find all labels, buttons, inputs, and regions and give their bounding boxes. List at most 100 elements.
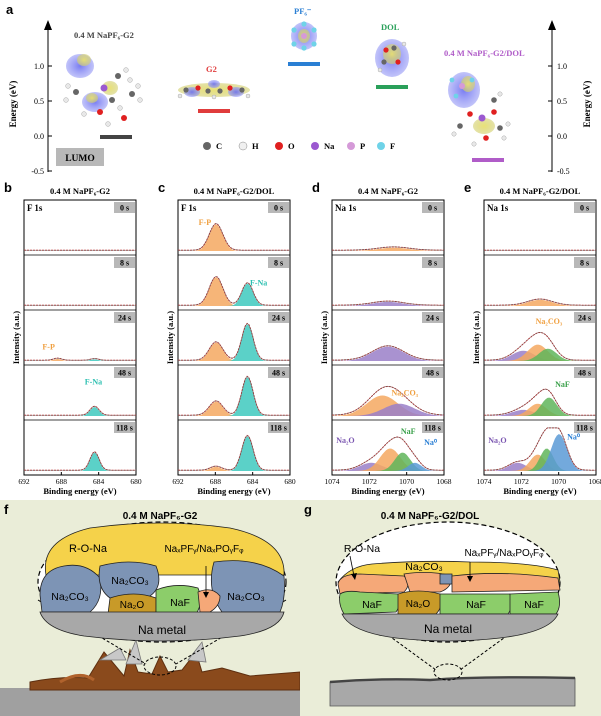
time-label: 118 s — [424, 424, 441, 433]
time-label-box — [268, 202, 289, 213]
time-label-box — [114, 367, 135, 378]
xps-raw-line — [332, 246, 444, 251]
label-rona-f: R-O-Na — [69, 543, 108, 555]
molecule-g2 — [177, 80, 251, 100]
time-label-box — [574, 422, 595, 433]
zoom-source-g — [433, 663, 463, 681]
xps-panel-title: 0.4 M NaPF₆-G2/DOL — [500, 186, 581, 196]
label-metal-f: Na metal — [138, 623, 186, 637]
time-label-box — [422, 312, 443, 323]
xps-component-peak — [484, 299, 596, 306]
time-label-box — [114, 312, 135, 323]
lumo-box — [56, 148, 104, 166]
species-label-dol: DOL — [381, 22, 400, 32]
dendritic-surface — [0, 688, 300, 716]
time-label: 24 s — [118, 314, 131, 323]
level-bar-g2solv — [198, 109, 230, 113]
label-metal-g: Na metal — [424, 622, 472, 636]
xps-raw-line — [331, 436, 444, 471]
xps-raw-line — [178, 323, 290, 361]
xps-x-label: Binding energy (eV) — [351, 486, 424, 496]
label-na2co3-f2: Na₂CO₃ — [111, 575, 149, 587]
xps-raw-line — [178, 435, 290, 471]
time-label-box — [574, 312, 595, 323]
xps-raw-line — [483, 332, 596, 361]
label-naf-f: NaF — [170, 597, 190, 609]
atom-legend-swatch-o — [275, 142, 283, 150]
label-na2co3-f3: Na₂CO₃ — [227, 591, 265, 603]
xps-annotation: Na₂O — [488, 436, 506, 445]
time-label-box — [268, 312, 289, 323]
time-label-box — [268, 257, 289, 268]
time-label-box — [114, 257, 135, 268]
xps-x-tick: 1068 — [437, 477, 452, 486]
time-label: 0 s — [274, 204, 283, 213]
xps-annotation: Na₂CO₃ — [392, 388, 419, 397]
xps-panels: b 0.4 M NaPF₆-G2 Intensity (a.u.) 692 688 684… — [4, 180, 601, 496]
time-label: 8 s — [428, 259, 437, 268]
xps-annotation: Na⁰ — [424, 438, 438, 447]
xps-component-peak — [332, 346, 444, 361]
xps-x-tick: 1068 — [589, 477, 601, 486]
energy-axis-right: 1.0 0.5 0.0 -0.5 Energy (eV) — [548, 20, 592, 176]
time-label: 48 s — [426, 369, 439, 378]
time-label-box — [114, 202, 135, 213]
species-label-g2: 0.4 M NaPF₆-G2 — [74, 30, 134, 40]
xps-raw-line — [332, 300, 444, 306]
label-naf-g1: NaF — [362, 599, 382, 611]
panel-letter-b: b — [4, 180, 12, 195]
xps-component-peak — [332, 462, 444, 471]
level-bar-g2dol — [472, 158, 504, 162]
molecule-napf6-g2dol — [448, 72, 511, 147]
y-tick: 1.0 — [34, 62, 44, 71]
xps-raw-line — [24, 451, 136, 471]
xps-x-tick: 680 — [130, 477, 142, 486]
panel-letter-g: g — [304, 502, 312, 517]
atom-legend-swatch-na — [311, 142, 319, 150]
time-label: 8 s — [274, 259, 283, 268]
xps-raw-line — [484, 298, 596, 306]
time-label: 24 s — [272, 314, 285, 323]
xps-component-peak — [484, 434, 596, 471]
xps-y-label: Intensity (a.u.) — [471, 311, 481, 364]
xps-component-peak — [484, 448, 596, 471]
time-label-box — [422, 422, 443, 433]
label-naf-g3: NaF — [524, 599, 544, 611]
panel-letter-d: d — [312, 180, 320, 195]
xps-component-peak — [332, 301, 444, 306]
atom-legend-label: H — [252, 141, 259, 151]
label-napf-f: NaₓPFᵧ/NaₓPOᵧFᵩ — [164, 544, 244, 555]
time-label: 0 s — [428, 204, 437, 213]
time-label-box — [268, 367, 289, 378]
panel-a: a 1.0 0.5 0.0 -0.5 Energy (eV) 1.0 0.5 0… — [6, 2, 592, 176]
xps-frame — [23, 199, 137, 476]
y-tick-right: -0.5 — [557, 167, 570, 176]
xps-component-peak — [178, 401, 290, 416]
time-label-box — [574, 257, 595, 268]
xps-x-tick: 1072 — [362, 477, 377, 486]
molecule-dol — [375, 39, 409, 77]
xps-x-label: Binding energy (eV) — [43, 486, 116, 496]
label-napf-g: NaₓPFᵧ/NaₓPOᵧFᵩ — [464, 548, 544, 559]
xps-x-tick: 688 — [56, 477, 68, 486]
xps-panel-title: 0.4 M NaPF₆-G2 — [50, 186, 110, 196]
panel-g: g 0.4 M NaPF₆-G2/DOL R-O-Na Na₂CO₃ N — [300, 500, 601, 716]
panel-f: f 0.4 M NaPF₆-G2 R-O-Na NaₓPFᵧ/NaₓPOᵧF — [0, 500, 301, 716]
label-na2o-g: Na₂O — [406, 599, 431, 610]
time-label: 24 s — [426, 314, 439, 323]
molecule-napf6-g2 — [63, 54, 143, 127]
xps-component-peak — [24, 358, 136, 361]
xps-raw-line — [331, 345, 445, 361]
y-tick: 0.5 — [34, 97, 44, 106]
label-naf-g2: NaF — [466, 599, 486, 611]
xps-annotation: F-P — [42, 343, 55, 352]
xps-component-peak — [484, 397, 596, 416]
xps-panel-d: d 0.4 M NaPF₆-G2 Intensity (a.u.) 1074 1072 1… — [312, 180, 452, 496]
xps-component-peak — [484, 462, 596, 471]
xps-raw-line — [178, 223, 290, 251]
xps-component-peak — [332, 462, 444, 471]
xps-annotation: NaF — [555, 380, 570, 389]
xps-annotation: Na₂O — [336, 436, 354, 445]
xps-y-label: Intensity (a.u.) — [165, 311, 175, 364]
